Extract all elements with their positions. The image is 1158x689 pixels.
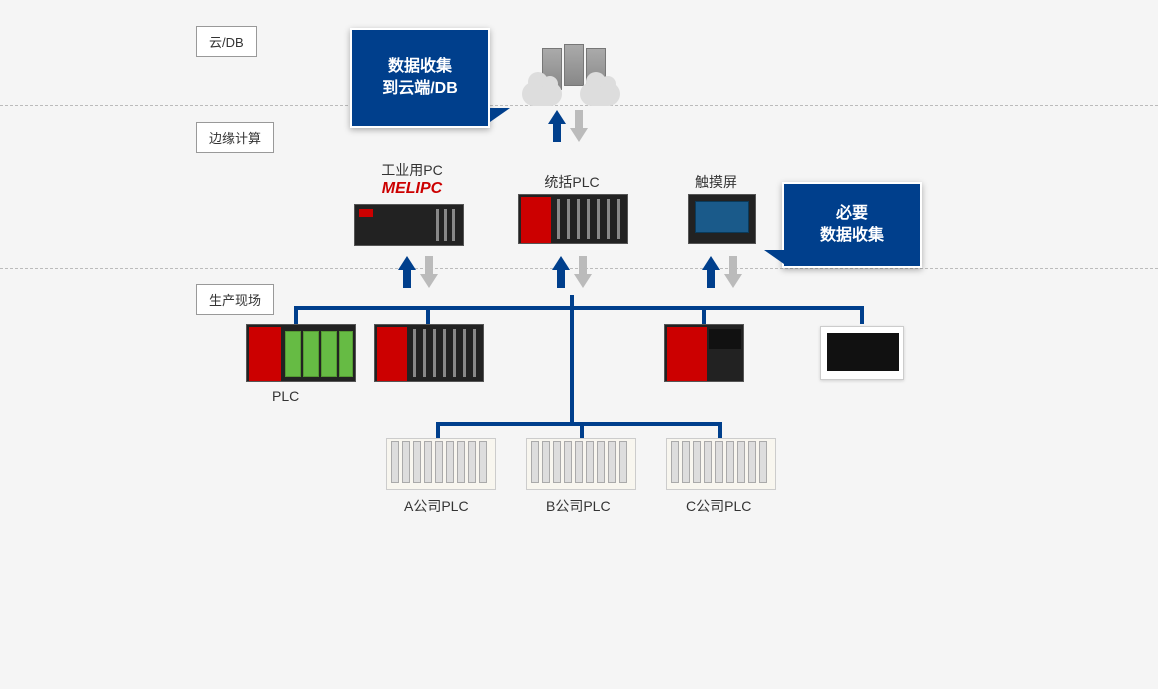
ipc-label-text: 工业用PC: [381, 162, 442, 178]
bus-bot-v1: [436, 422, 440, 438]
callout-cloud-collect: 数据收集 到云端/DB: [350, 28, 490, 128]
layer-label-cloud: 云/DB: [196, 26, 257, 57]
bus-bot-v3: [718, 422, 722, 438]
bus-top-v4: [702, 306, 706, 324]
callout-tail-1: [490, 108, 510, 122]
device-plc-1: [246, 324, 356, 382]
label-hmi: 触摸屏: [686, 172, 746, 192]
bus-top-v1: [294, 306, 298, 324]
callout-line-2: 到云端/DB: [352, 78, 488, 100]
layer-label-production: 生产现场: [196, 284, 274, 315]
device-hmi: [688, 194, 756, 244]
callout2-line-1: 必要: [784, 203, 920, 225]
bus-top-v5: [860, 306, 864, 324]
device-b-plc: [526, 438, 636, 490]
bus-top-h: [294, 306, 864, 310]
device-plc-4: [820, 326, 904, 380]
bus-top-v3: [570, 295, 574, 425]
device-ipc: [354, 204, 464, 246]
bus-bot-h: [436, 422, 722, 426]
label-c-plc: C公司PLC: [686, 496, 751, 516]
layer-label-edge: 边缘计算: [196, 122, 274, 153]
device-plc-3: [664, 324, 744, 382]
callout-line-1: 数据收集: [352, 56, 488, 78]
label-master-plc: 统括PLC: [532, 172, 612, 192]
bus-bot-v2: [580, 422, 584, 438]
label-plc: PLC: [272, 388, 299, 404]
cloud-servers: [522, 40, 622, 110]
device-plc-2: [374, 324, 484, 382]
callout-tail-2: [764, 250, 784, 264]
bus-top-v2: [426, 306, 430, 324]
label-ipc: 工业用PC MELIPC: [372, 160, 452, 198]
label-a-plc: A公司PLC: [404, 496, 469, 516]
device-master-plc: [518, 194, 628, 244]
callout-necessary-data: 必要 数据收集: [782, 182, 922, 268]
label-b-plc: B公司PLC: [546, 496, 611, 516]
device-a-plc: [386, 438, 496, 490]
device-c-plc: [666, 438, 776, 490]
callout2-line-2: 数据收集: [784, 225, 920, 247]
ipc-brand-text: MELIPC: [382, 180, 442, 197]
